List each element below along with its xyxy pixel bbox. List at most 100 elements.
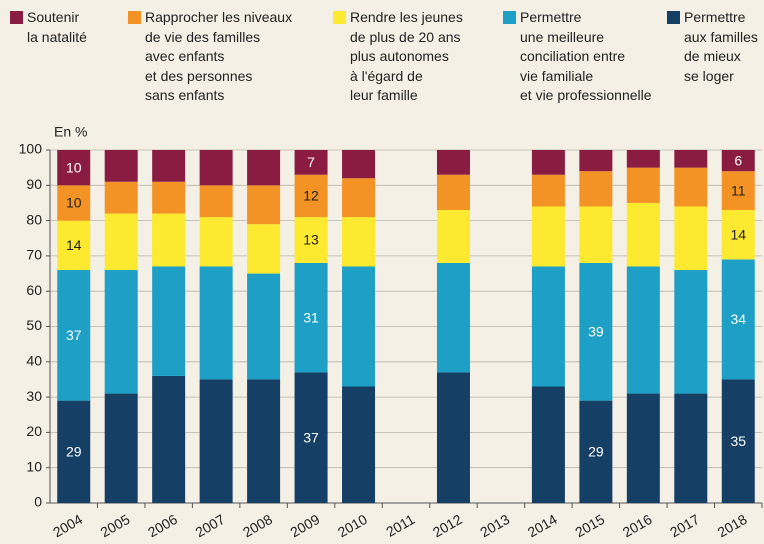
bar-segment bbox=[247, 185, 281, 225]
y-tick-label: 20 bbox=[26, 423, 42, 439]
bar-segment bbox=[721, 171, 755, 211]
legend-entry: Permettre aux familles de mieux se loger bbox=[667, 8, 758, 86]
bar-segment bbox=[199, 217, 233, 267]
y-tick-label: 50 bbox=[26, 317, 42, 333]
bar-segment bbox=[531, 174, 565, 207]
bar-segment bbox=[579, 262, 613, 401]
bar-segment bbox=[436, 150, 470, 175]
bar-segment bbox=[626, 266, 660, 394]
bar-segment bbox=[531, 150, 565, 175]
data-label: 35 bbox=[730, 433, 746, 449]
x-tick-label: 2016 bbox=[620, 511, 655, 541]
bar-segment bbox=[579, 206, 613, 263]
x-tick-label: 2008 bbox=[240, 511, 275, 541]
bar-segment bbox=[342, 266, 376, 387]
bar-segment bbox=[294, 174, 328, 218]
legend-label: Rapprocher les niveaux de vie des famill… bbox=[145, 9, 293, 103]
bar-segment bbox=[721, 259, 755, 380]
bar-segment bbox=[436, 174, 470, 211]
x-tick-label: 2006 bbox=[145, 511, 180, 541]
bar-segment bbox=[57, 270, 91, 401]
data-label: 6 bbox=[734, 152, 742, 168]
legend-entry: Rendre les jeunes de plus de 20 ans plus… bbox=[333, 8, 463, 106]
legend-entry: Soutenir la natalité bbox=[10, 8, 87, 47]
data-label: 11 bbox=[731, 182, 746, 198]
bar-segment bbox=[247, 150, 281, 186]
legend-swatch bbox=[503, 11, 516, 24]
legend-label: Permettre une meilleure conciliation ent… bbox=[520, 9, 652, 103]
bar-segment bbox=[104, 393, 138, 503]
bar-segment bbox=[674, 206, 708, 271]
data-label: 14 bbox=[730, 226, 746, 242]
bar-segment bbox=[104, 181, 138, 214]
x-tick-label: 2009 bbox=[287, 511, 322, 541]
x-tick-label: 2015 bbox=[572, 511, 607, 541]
x-tick-label: 2012 bbox=[430, 511, 465, 541]
x-tick-label: 2017 bbox=[667, 511, 702, 541]
y-tick-label: 90 bbox=[26, 176, 42, 192]
bar-segment bbox=[436, 210, 470, 263]
bar-segment bbox=[104, 213, 138, 271]
bar-segment bbox=[674, 167, 708, 207]
x-tick-label: 2004 bbox=[50, 511, 85, 541]
bar-segment bbox=[342, 386, 376, 503]
bar-segment bbox=[531, 206, 565, 267]
y-tick-label: 40 bbox=[26, 353, 42, 369]
bar-segment bbox=[721, 150, 755, 172]
bar-segment bbox=[721, 210, 755, 260]
bar-segment bbox=[57, 400, 91, 503]
bar-segment bbox=[531, 386, 565, 503]
bar-segment bbox=[579, 171, 613, 207]
y-tick-label: 0 bbox=[34, 494, 42, 510]
data-label: 7 bbox=[307, 154, 315, 170]
bar-segment bbox=[674, 393, 708, 503]
x-tick-label: 2011 bbox=[383, 511, 417, 540]
bar-segment bbox=[579, 150, 613, 172]
bar-segment bbox=[721, 379, 755, 503]
bar-segment bbox=[152, 181, 186, 214]
y-tick-label: 80 bbox=[26, 211, 42, 227]
bar-segment bbox=[294, 372, 328, 503]
data-label: 12 bbox=[303, 188, 319, 204]
x-tick-label: 2018 bbox=[715, 511, 750, 541]
bar-segment bbox=[247, 273, 281, 380]
bar-segment bbox=[152, 150, 186, 182]
bar-segment bbox=[531, 266, 565, 387]
x-tick-label: 2005 bbox=[98, 511, 133, 541]
bar-segment bbox=[247, 224, 281, 274]
legend-label: Soutenir la natalité bbox=[27, 9, 87, 45]
bar-segment bbox=[436, 262, 470, 373]
data-label: 29 bbox=[588, 444, 604, 460]
data-label: 31 bbox=[303, 309, 319, 325]
y-tick-label: 70 bbox=[26, 247, 42, 263]
y-tick-label: 60 bbox=[26, 282, 42, 298]
legend-entry: Rapprocher les niveaux de vie des famill… bbox=[128, 8, 292, 106]
legend-swatch bbox=[667, 11, 680, 24]
legend-label: Permettre aux familles de mieux se loger bbox=[684, 9, 758, 84]
legend-swatch bbox=[333, 11, 346, 24]
y-tick-label: 100 bbox=[19, 141, 43, 157]
bar-segment bbox=[199, 150, 233, 186]
y-axis-title: En % bbox=[54, 124, 87, 140]
bar-segment bbox=[247, 379, 281, 503]
bar-segment bbox=[342, 217, 376, 267]
bar-segment bbox=[342, 150, 376, 179]
legend-swatch bbox=[10, 11, 23, 24]
bar-segment bbox=[294, 150, 328, 175]
x-tick-label: 2014 bbox=[525, 511, 560, 541]
bar-segment bbox=[57, 185, 91, 221]
x-tick-label: 2010 bbox=[335, 511, 370, 541]
bar-segment bbox=[674, 270, 708, 394]
data-label: 39 bbox=[588, 323, 604, 339]
x-tick-label: 2007 bbox=[193, 511, 228, 541]
bar-segment bbox=[294, 217, 328, 263]
data-label: 34 bbox=[730, 311, 746, 327]
bar-segment bbox=[626, 202, 660, 267]
bar-segment bbox=[152, 375, 186, 503]
bar-segment bbox=[626, 167, 660, 203]
bar-segment bbox=[104, 270, 138, 394]
bar-segment bbox=[199, 379, 233, 503]
data-label: 37 bbox=[303, 429, 319, 445]
bar-segment bbox=[579, 400, 613, 503]
